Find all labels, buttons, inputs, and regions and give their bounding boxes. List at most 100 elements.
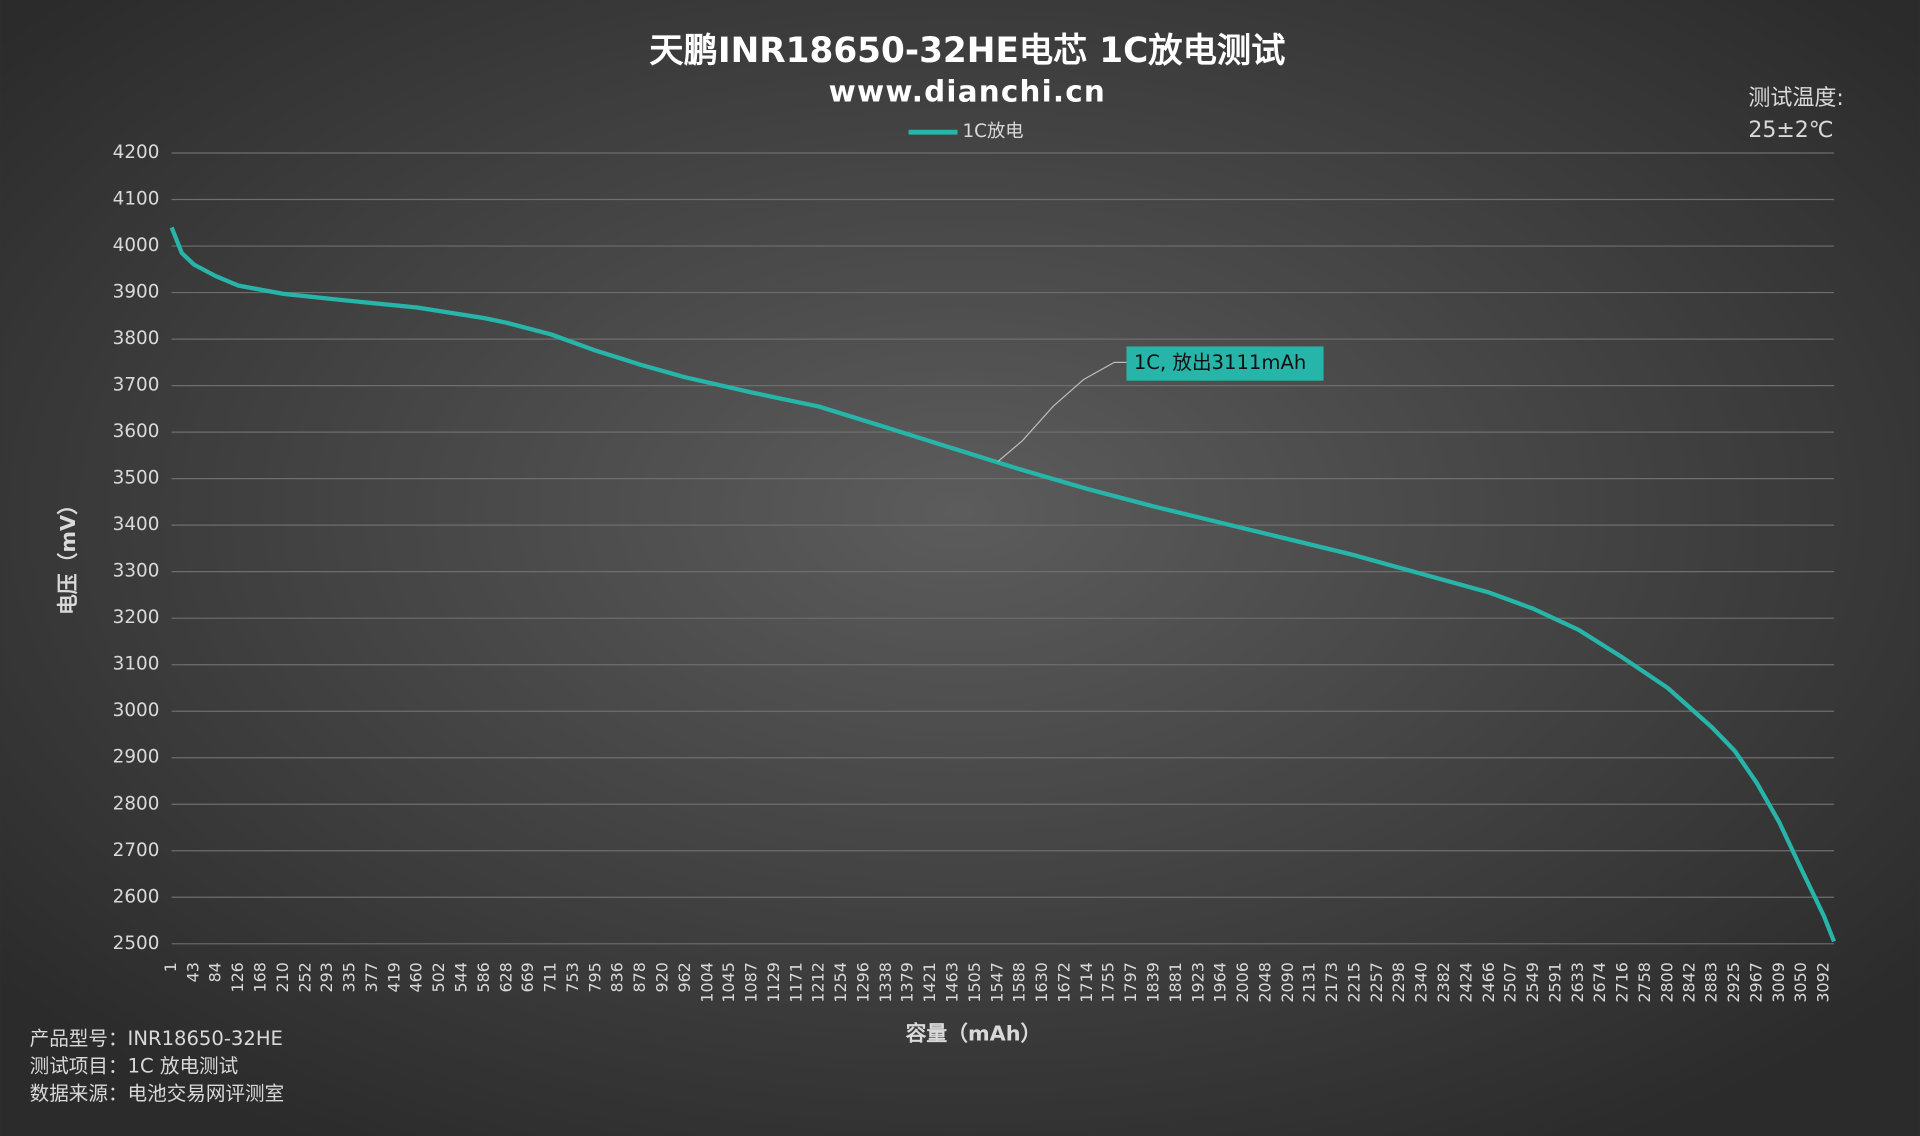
- x-tick-label: 2507: [1501, 962, 1520, 1002]
- y-tick-label: 2500: [113, 933, 160, 954]
- x-tick-label: 1923: [1189, 962, 1208, 1002]
- x-tick-label: 1: [161, 962, 180, 972]
- x-tick-label: 2674: [1590, 962, 1609, 1002]
- x-tick-label: 1630: [1032, 962, 1051, 1002]
- x-tick-label: 1964: [1210, 962, 1229, 1002]
- note: 测试项目：1C 放电测试: [30, 1054, 239, 1077]
- x-tick-label: 586: [474, 962, 493, 992]
- x-tick-label: 2424: [1456, 962, 1475, 1002]
- x-tick-label: 2131: [1300, 962, 1319, 1002]
- x-tick-label: 126: [228, 962, 247, 992]
- y-tick-label: 2700: [113, 840, 160, 861]
- y-tick-label: 3700: [113, 375, 160, 396]
- y-tick-label: 3800: [113, 328, 160, 349]
- x-tick-label: 2925: [1724, 962, 1743, 1002]
- x-tick-label: 628: [496, 962, 515, 992]
- y-axis-label: 电压（mV）: [56, 494, 80, 615]
- y-tick-label: 4000: [113, 235, 160, 256]
- x-tick-label: 1755: [1099, 962, 1118, 1002]
- x-tick-label: 2048: [1255, 962, 1274, 1002]
- x-tick-label: 1338: [876, 962, 895, 1002]
- x-tick-label: 1421: [920, 962, 939, 1002]
- x-tick-label: 1254: [831, 962, 850, 1002]
- x-tick-label: 669: [518, 962, 537, 992]
- x-tick-label: 1004: [697, 962, 716, 1002]
- x-tick-label: 460: [407, 962, 426, 992]
- x-tick-label: 1296: [853, 962, 872, 1002]
- x-tick-label: 2257: [1367, 962, 1386, 1002]
- x-tick-label: 252: [295, 962, 314, 992]
- y-tick-label: 3400: [113, 514, 160, 535]
- data-line: [169, 226, 1837, 943]
- x-tick-label: 377: [362, 962, 381, 992]
- x-tick-label: 1045: [719, 962, 738, 1002]
- x-tick-label: 3092: [1813, 962, 1832, 1002]
- note: 数据来源：电池交易网评测室: [30, 1082, 285, 1105]
- x-tick-label: 502: [429, 962, 448, 992]
- x-tick-label: 2883: [1702, 962, 1721, 1002]
- x-tick-label: 1839: [1144, 962, 1163, 1002]
- temperature-title: 测试温度:: [1748, 86, 1843, 111]
- y-tick-label: 3300: [113, 561, 160, 582]
- x-tick-label: 1797: [1121, 962, 1140, 1002]
- x-tick-label: 210: [273, 962, 292, 992]
- x-tick-label: 1881: [1166, 962, 1185, 1002]
- x-tick-label: 1547: [988, 962, 1007, 1002]
- x-tick-label: 2006: [1233, 962, 1252, 1002]
- y-tick-label: 2800: [113, 793, 160, 814]
- x-tick-label: 2716: [1612, 962, 1631, 1002]
- x-tick-label: 878: [630, 962, 649, 992]
- x-tick-label: 3050: [1791, 962, 1810, 1002]
- x-tick-label: 2090: [1278, 962, 1297, 1002]
- annotation-leader: [997, 361, 1127, 462]
- x-tick-label: 2382: [1434, 962, 1453, 1002]
- x-tick-label: 293: [317, 962, 336, 992]
- y-tick-label: 2900: [113, 747, 160, 768]
- x-tick-label: 544: [451, 962, 470, 992]
- x-tick-label: 2842: [1680, 962, 1699, 1002]
- note: 产品型号：INR18650-32HE: [30, 1027, 283, 1050]
- x-tick-label: 1672: [1054, 962, 1073, 1002]
- y-tick-label: 4200: [113, 142, 160, 163]
- x-tick-label: 2549: [1523, 962, 1542, 1002]
- y-tick-label: 3100: [113, 654, 160, 675]
- chart-title: 天鹏INR18650-32HE电芯 1C放电测试: [649, 31, 1285, 71]
- x-tick-label: 1463: [943, 962, 962, 1002]
- y-tick-label: 4100: [113, 189, 160, 210]
- x-tick-label: 1171: [787, 962, 806, 1002]
- x-tick-label: 836: [607, 962, 626, 992]
- y-tick-label: 3000: [113, 700, 160, 721]
- annotation-box: [1126, 346, 1324, 381]
- x-tick-label: 2466: [1479, 962, 1498, 1002]
- x-tick-label: 2173: [1322, 962, 1341, 1002]
- y-tick-label: 3500: [113, 468, 160, 489]
- x-axis-label: 容量（mAh）: [906, 1021, 1042, 1045]
- chart-subtitle: www.dianchi.cn: [829, 75, 1106, 109]
- x-tick-label: 920: [652, 962, 671, 992]
- x-tick-label: 1212: [808, 962, 827, 1002]
- x-tick-label: 43: [184, 962, 203, 982]
- x-tick-label: 1129: [764, 962, 783, 1002]
- x-tick-label: 1087: [742, 962, 761, 1002]
- x-tick-label: 419: [385, 962, 404, 992]
- annotation: 1C, 放出3111mAh: [1134, 351, 1306, 374]
- x-tick-label: 335: [340, 962, 359, 992]
- x-tick-label: 2591: [1546, 962, 1565, 1002]
- x-tick-label: 2800: [1657, 962, 1676, 1002]
- y-tick-label: 3600: [113, 421, 160, 442]
- x-tick-label: 2967: [1747, 962, 1766, 1002]
- x-tick-label: 1588: [1009, 962, 1028, 1002]
- x-tick-label: 3009: [1769, 962, 1788, 1002]
- x-tick-label: 2340: [1411, 962, 1430, 1002]
- x-tick-label: 1505: [965, 962, 984, 1002]
- x-tick-label: 711: [541, 962, 560, 992]
- x-tick-label: 2758: [1635, 962, 1654, 1002]
- x-tick-label: 2215: [1345, 962, 1364, 1002]
- legend-label: 1C放电: [962, 121, 1023, 142]
- temperature: 25±2℃: [1748, 118, 1833, 143]
- x-tick-label: 2633: [1568, 962, 1587, 1002]
- y-tick-label: 3200: [113, 607, 160, 628]
